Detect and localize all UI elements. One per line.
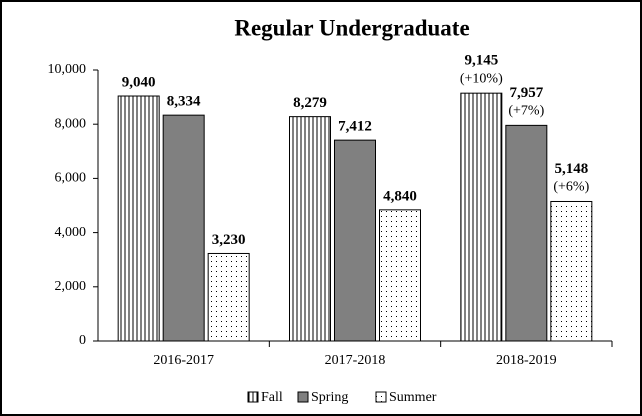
change-label: (+10%) [460, 71, 503, 86]
value-label: 9,145 [464, 53, 498, 69]
y-tick-label: 4,000 [55, 225, 87, 240]
chart-title: Regular Undergraduate [234, 15, 469, 40]
value-label: 9,040 [122, 74, 156, 90]
bar [505, 124, 548, 342]
y-tick-label: 2,000 [55, 279, 87, 294]
legend-label: Summer [389, 390, 437, 405]
y-tick-label: 10,000 [48, 62, 87, 77]
value-label: 7,412 [338, 119, 372, 135]
value-label: 8,279 [293, 95, 327, 111]
value-label: 5,148 [554, 161, 588, 177]
value-label: 4,840 [383, 188, 417, 204]
bar [289, 116, 331, 342]
value-label: 3,230 [212, 232, 246, 248]
x-tick-label: 2016-2017 [153, 353, 214, 368]
legend-swatch [297, 391, 309, 403]
legend-label: Spring [311, 390, 348, 405]
value-label: 7,957 [509, 85, 543, 101]
bar [550, 200, 593, 342]
legend-label: Fall [261, 390, 283, 405]
x-tick-label: 2017-2018 [325, 353, 386, 368]
bar [334, 139, 376, 342]
bar [379, 209, 421, 342]
change-label: (+7%) [508, 104, 544, 119]
bar [207, 252, 250, 342]
x-tick-label: 2018-2019 [496, 353, 557, 368]
legend-swatch [375, 391, 387, 403]
change-label: (+6%) [553, 180, 589, 195]
y-tick-label: 8,000 [55, 116, 87, 131]
bar [117, 95, 160, 342]
y-tick-label: 6,000 [55, 171, 87, 186]
bar [460, 92, 503, 342]
bar [162, 114, 205, 342]
value-label: 8,334 [167, 94, 201, 110]
y-tick-label: 0 [79, 333, 86, 348]
legend-swatch [247, 391, 259, 403]
